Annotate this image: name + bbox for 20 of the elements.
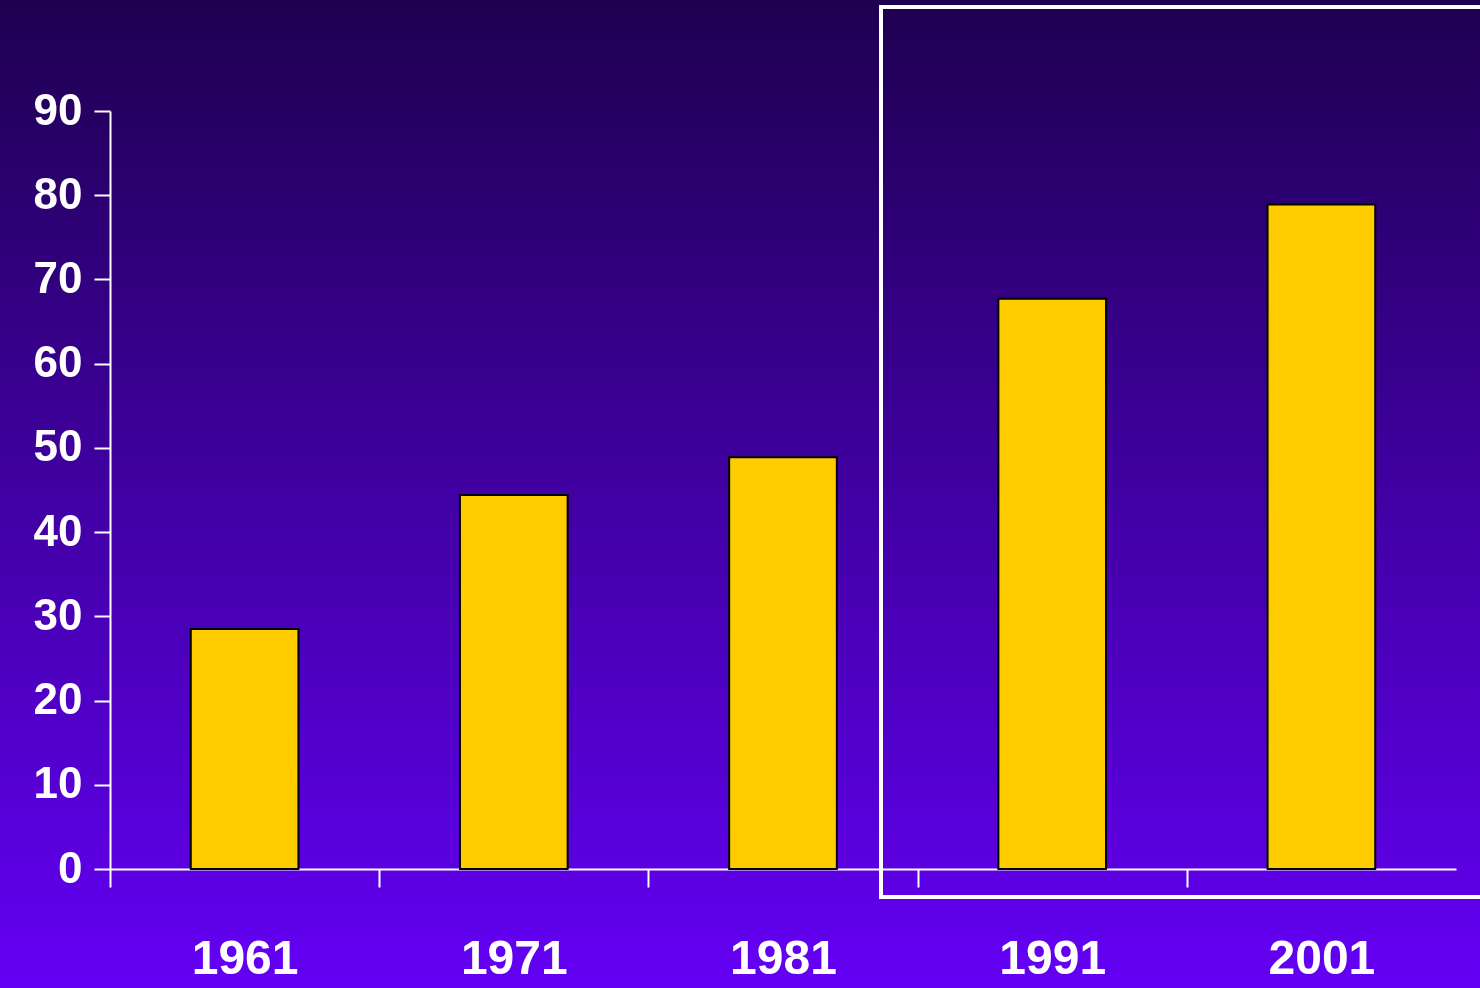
y-tick-label: 20 [33, 674, 83, 724]
y-tick-label: 10 [33, 758, 83, 808]
y-tick-label: 60 [33, 337, 83, 387]
y-tick-label: 30 [33, 589, 83, 639]
y-tick-label: 0 [58, 842, 83, 892]
y-tick-label: 80 [33, 168, 83, 218]
y-tick-label: 90 [33, 84, 83, 134]
bar [728, 456, 838, 870]
x-tick-label: 1991 [999, 930, 1107, 984]
bar [458, 494, 569, 870]
y-tick-label: 40 [33, 505, 83, 555]
y-tick-label: 70 [33, 252, 83, 302]
y-tick-label: 50 [33, 421, 83, 471]
x-tick-label: 1971 [460, 930, 568, 984]
bar [1266, 203, 1377, 870]
x-tick-label: 1981 [730, 930, 837, 984]
x-tick-label: 2001 [1268, 930, 1376, 984]
bar [189, 627, 300, 870]
x-tick-label: 1961 [191, 930, 299, 984]
bar [997, 297, 1108, 870]
